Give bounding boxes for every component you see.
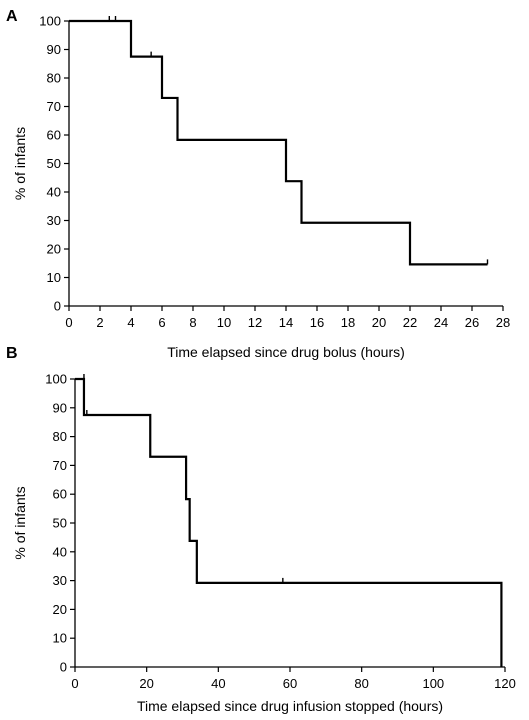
panel-a-x-tick-label: 28 xyxy=(496,315,510,330)
panel-a-y-tick-label: 20 xyxy=(47,242,61,257)
panel-a-y-tick-label: 40 xyxy=(47,185,61,200)
panel-a-x-tick-label: 10 xyxy=(217,315,231,330)
panel-b-x-tick-label: 60 xyxy=(283,676,297,691)
panel-a-x-tick-label: 14 xyxy=(279,315,293,330)
panel-b-x-tick-label: 0 xyxy=(71,676,78,691)
panel-a-label: A xyxy=(6,8,18,25)
panel-a-x-tick-label: 6 xyxy=(158,315,165,330)
panel-a-y-tick-label: 30 xyxy=(47,213,61,228)
panel-b-y-tick-label: 60 xyxy=(53,487,67,502)
panel-b-y-axis-title: % of infants xyxy=(12,486,28,559)
panel-b-x-tick-label: 120 xyxy=(494,676,516,691)
panel-b-y-tick-label: 10 xyxy=(53,631,67,646)
panel-b-y-tick-label: 20 xyxy=(53,602,67,617)
panel-a-x-tick-label: 4 xyxy=(127,315,134,330)
panel-a-y-tick-label: 60 xyxy=(47,128,61,143)
panel-a-x-tick-label: 2 xyxy=(96,315,103,330)
panel-b-y-tick-label: 90 xyxy=(53,400,67,415)
panel-b-y-tick-label: 40 xyxy=(53,544,67,559)
panel-a: A Time elapsed since drug bolus (hours) … xyxy=(6,8,510,360)
panel-a-x-tick-label: 8 xyxy=(189,315,196,330)
panel-a-y-axis-title: % of infants xyxy=(12,127,28,200)
panel-b-y-tick-label: 100 xyxy=(45,372,67,387)
panel-a-x-axis-title: Time elapsed since drug bolus (hours) xyxy=(167,344,405,360)
panel-b-x-axis-title: Time elapsed since drug infusion stopped… xyxy=(137,698,443,714)
panel-a-y-tick-label: 100 xyxy=(39,14,61,29)
panel-a-x-tick-label: 24 xyxy=(434,315,448,330)
panel-a-y-tick-label: 90 xyxy=(47,42,61,57)
panel-b-x-tick-label: 100 xyxy=(422,676,444,691)
panel-b-x-tick-label: 40 xyxy=(211,676,225,691)
panel-a-y-tick-label: 10 xyxy=(47,270,61,285)
panel-a-y-tick-label: 70 xyxy=(47,99,61,114)
panel-b-x-tick-label: 80 xyxy=(354,676,368,691)
panel-a-x-tick-label: 22 xyxy=(403,315,417,330)
panel-a-y-tick-label: 80 xyxy=(47,71,61,86)
panel-b-label: B xyxy=(6,345,18,362)
panel-a-y-tick-label: 50 xyxy=(47,156,61,171)
panel-b-y-tick-label: 50 xyxy=(53,516,67,531)
panel-a-x-tick-label: 18 xyxy=(341,315,355,330)
panel-a-x-tick-label: 26 xyxy=(465,315,479,330)
panel-b-survival-curve xyxy=(75,377,503,667)
panel-a-y-tick-label: 0 xyxy=(54,299,61,314)
panel-a-x-tick-label: 0 xyxy=(65,315,72,330)
panel-b-y-tick-label: 30 xyxy=(53,573,67,588)
panel-a-x-tick-label: 12 xyxy=(248,315,262,330)
panel-a-survival-curve xyxy=(69,19,488,266)
panel-a-x-tick-label: 20 xyxy=(372,315,386,330)
panel-b-y-tick-label: 0 xyxy=(60,660,67,675)
panel-b-x-tick-label: 20 xyxy=(139,676,153,691)
panel-b: B Time elapsed since drug infusion stopp… xyxy=(6,345,516,714)
panel-a-x-tick-label: 16 xyxy=(310,315,324,330)
panel-b-y-tick-label: 80 xyxy=(53,429,67,444)
panel-b-y-tick-label: 70 xyxy=(53,458,67,473)
